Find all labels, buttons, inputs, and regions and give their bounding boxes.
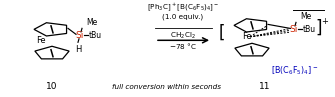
Text: 11: 11 — [259, 82, 271, 91]
Text: Si: Si — [76, 31, 84, 40]
Text: Me: Me — [86, 18, 97, 27]
Text: [Ph$_3$C]$^+$[B(C$_6$F$_5$)$_4$]$^-$: [Ph$_3$C]$^+$[B(C$_6$F$_5$)$_4$]$^-$ — [147, 2, 219, 13]
Text: $-$78 °C: $-$78 °C — [169, 41, 197, 51]
Text: 10: 10 — [46, 82, 58, 91]
Text: tBu: tBu — [303, 25, 316, 34]
Text: ]: ] — [316, 18, 322, 36]
Text: full conversion within seconds: full conversion within seconds — [113, 84, 221, 90]
Text: Me: Me — [300, 12, 311, 21]
Text: [: [ — [219, 23, 225, 41]
Text: Fe: Fe — [36, 36, 46, 45]
Text: +: + — [322, 17, 328, 26]
Text: CH$_2$Cl$_2$: CH$_2$Cl$_2$ — [170, 31, 196, 41]
Text: Fe: Fe — [242, 32, 252, 41]
Text: Si: Si — [290, 25, 298, 34]
Text: H: H — [75, 45, 81, 54]
Text: [B(C$_6$F$_5$)$_4$]$^-$: [B(C$_6$F$_5$)$_4$]$^-$ — [271, 65, 319, 77]
Text: tBu: tBu — [89, 31, 102, 40]
Text: (1.0 equiv.): (1.0 equiv.) — [162, 13, 204, 20]
